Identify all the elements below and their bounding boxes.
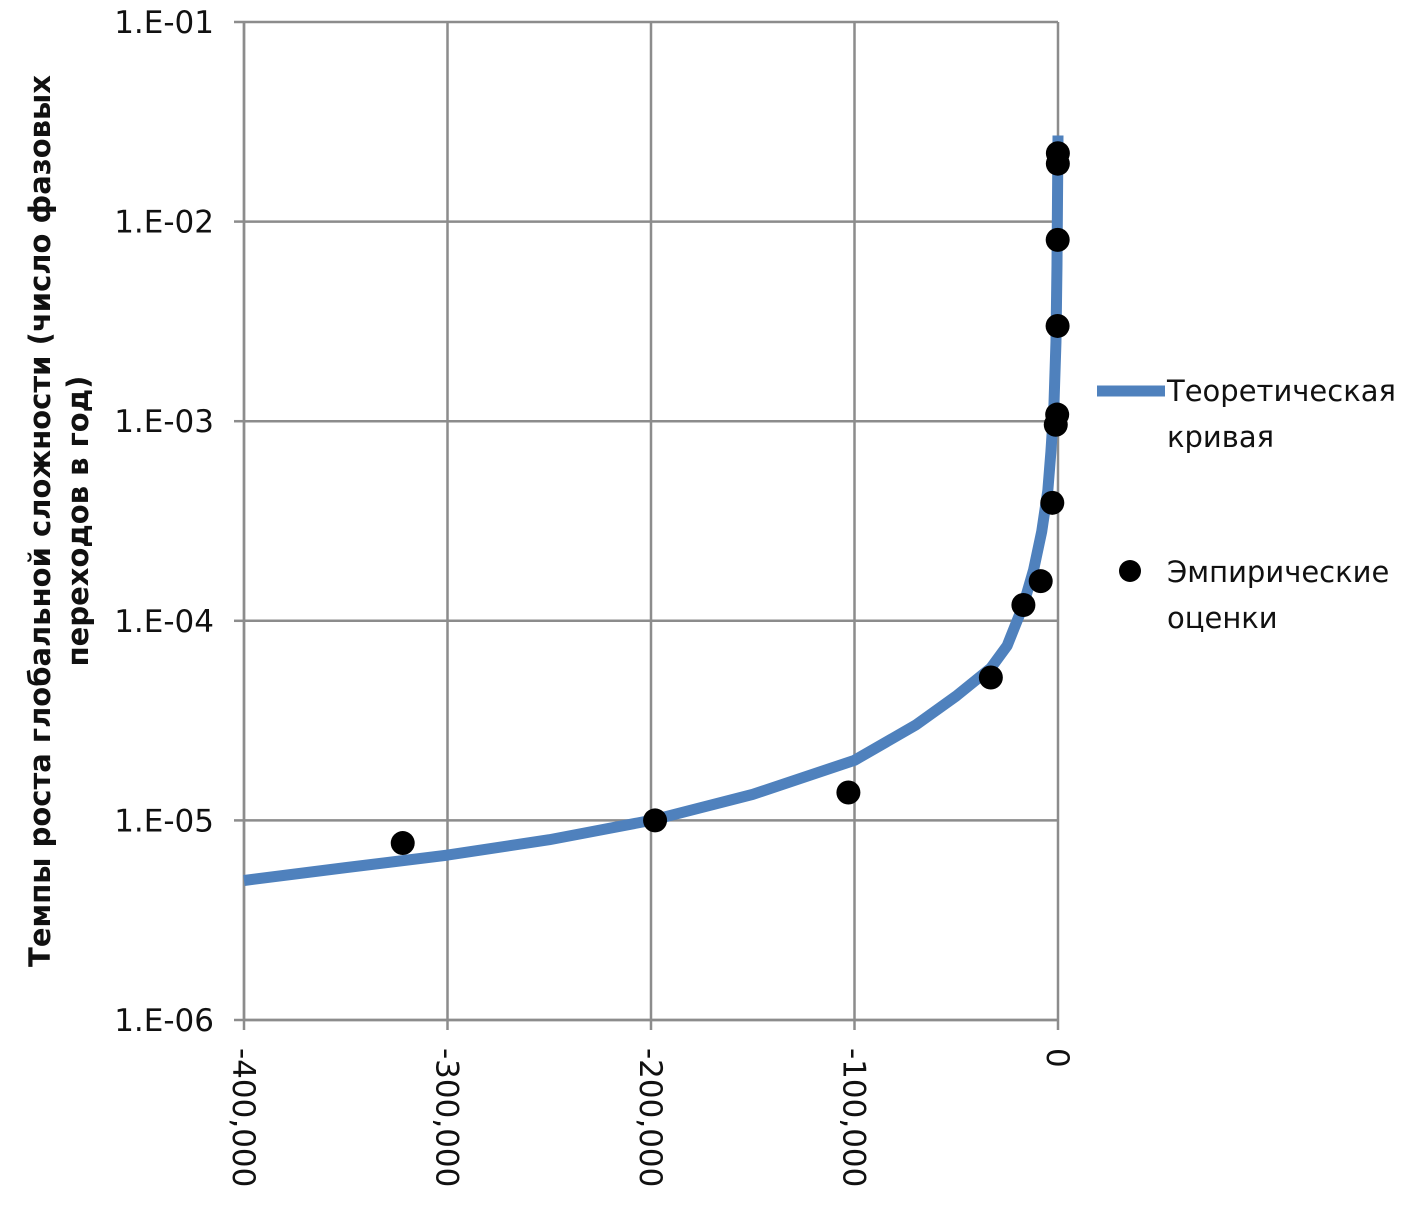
- empirical-point-1: [643, 808, 668, 833]
- y-axis-title: Темпы роста глобальной сложности (число …: [23, 75, 95, 967]
- x-tick-label-4: 0: [1039, 1048, 1075, 1068]
- x-tick-label-3: -100,000: [836, 1048, 872, 1187]
- legend-label-theoretical-line-1: кривая: [1167, 420, 1274, 454]
- empirical-point-3: [978, 665, 1003, 690]
- legend-label-empirical: Эмпирические оценки: [1167, 555, 1389, 635]
- empirical-point-10: [1045, 227, 1070, 252]
- empirical-point-6: [1040, 490, 1065, 515]
- empirical-point-0: [390, 831, 415, 856]
- y-tick-label-2: 1.E-04: [114, 604, 214, 640]
- y-tick-label-1: 1.E-05: [114, 803, 214, 839]
- empirical-point-5: [1028, 569, 1053, 594]
- y-tick-label-0: 1.E-06: [114, 1003, 214, 1039]
- y-tick-label-4: 1.E-02: [114, 205, 214, 241]
- legend-label-empirical-line-0: Эмпирические: [1167, 555, 1389, 589]
- empirical-point-12: [1045, 141, 1070, 166]
- legend: Теоретическая кривая Эмпирические оценки: [1097, 374, 1396, 635]
- empirical-point-2: [836, 780, 861, 805]
- y-tick-label-5: 1.E-01: [114, 5, 214, 41]
- legend-label-empirical-line-1: оценки: [1167, 601, 1278, 635]
- legend-label-theoretical: Теоретическая кривая: [1166, 374, 1396, 454]
- y-axis-ticks: 1.E-06 1.E-05 1.E-04 1.E-03 1.E-02 1.E-01: [114, 5, 244, 1039]
- y-axis-title-text: Темпы роста глобальной сложности (число …: [23, 75, 95, 967]
- y-tick-label-3: 1.E-03: [114, 404, 214, 440]
- empirical-point-8: [1045, 402, 1070, 427]
- x-tick-label-0: -400,000: [225, 1048, 261, 1187]
- empirical-point-4: [1011, 593, 1036, 617]
- y-axis-title-line-1: переходов в год): [61, 376, 95, 667]
- x-tick-label-2: -200,000: [632, 1048, 668, 1187]
- x-axis-ticks: -400,000 -300,000 -200,000 -100,000 0: [225, 1020, 1075, 1187]
- empirical-points-series: [390, 141, 1070, 856]
- legend-label-theoretical-line-0: Теоретическая: [1166, 374, 1396, 408]
- x-tick-label-1: -300,000: [429, 1048, 465, 1187]
- y-axis-title-line-0: Темпы роста глобальной сложности (число …: [23, 75, 57, 967]
- legend-marker-swatch: [1119, 560, 1141, 582]
- empirical-point-9: [1045, 313, 1070, 338]
